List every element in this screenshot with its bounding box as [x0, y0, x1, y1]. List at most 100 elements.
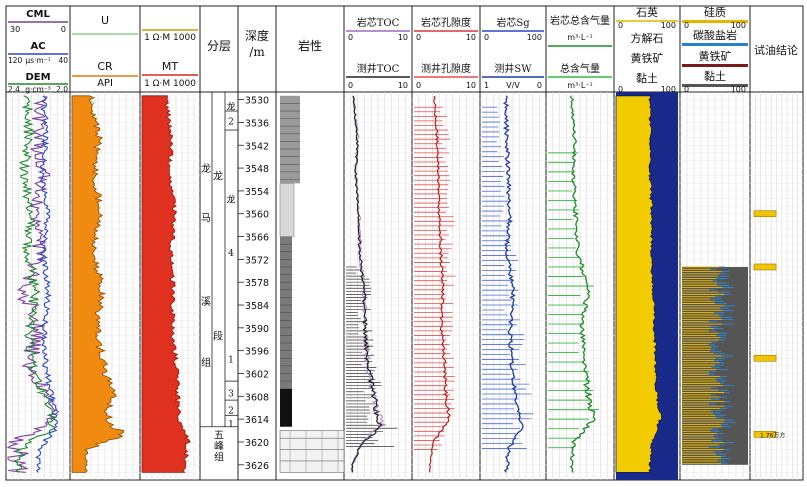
- strat-label-col1: 龙: [201, 162, 211, 175]
- strat-label-wufeng: 峰: [214, 441, 224, 453]
- depth-tick-label: 3626: [245, 461, 269, 472]
- gas-core-unit: m³·L⁻¹: [567, 33, 592, 42]
- depth-tick-label: 3578: [245, 278, 269, 289]
- por-core-max: 10: [466, 33, 476, 42]
- mineral2-b-bar: [682, 43, 748, 46]
- sw-log-min: 1: [484, 81, 489, 90]
- gas-log-label: 总含气量: [560, 62, 600, 75]
- dem-curve: [12, 95, 57, 473]
- litho-black-shale: [280, 388, 292, 427]
- por-core-label: 岩芯孔隙度: [421, 16, 471, 29]
- conclusion-gas-label: 1.76万方: [760, 431, 785, 439]
- u-label: U: [101, 14, 109, 27]
- depth-tick-label: 3584: [245, 301, 269, 312]
- gas-core-label: 岩芯总含气量: [550, 14, 610, 27]
- mineral-d-min: 0: [618, 85, 623, 94]
- strat-label-col1: 溪: [201, 296, 211, 308]
- strat-label-col2: 段: [213, 329, 223, 342]
- mineral2-clay-fill: [682, 266, 748, 465]
- dem-label: DEM: [25, 72, 50, 83]
- strat-label-col1: 马: [201, 213, 211, 225]
- conclusion-marker: [753, 431, 777, 438]
- mt-scale: 1 Ω·M 1000: [144, 79, 196, 89]
- toc-log-label: 测井TOC: [357, 62, 400, 75]
- por-log-max: 10: [466, 81, 476, 90]
- litho-header: 岩性: [298, 38, 322, 53]
- mineral2-d-bar: [682, 84, 748, 87]
- depth-tick-label: 3614: [245, 415, 269, 426]
- mineral2-b-label: 碳酸盐岩: [693, 28, 737, 42]
- depth-header-1: 深度: [245, 28, 269, 43]
- gas-log-curve: [569, 95, 596, 473]
- strat-label-col3: 龙: [226, 100, 235, 112]
- sw-log-label: 测井SW: [494, 62, 532, 75]
- ac-min: 120: [8, 56, 23, 65]
- conclusion-marker: [753, 263, 777, 271]
- strat-label-col1: 组: [201, 356, 211, 369]
- mineral2-a-bar: [682, 20, 748, 23]
- depth-tick-label: 3530: [245, 96, 269, 107]
- mineral-a-max: 100: [661, 21, 676, 30]
- mineral2-a-min: 0: [684, 21, 689, 30]
- depth-tick-label: 3602: [245, 369, 269, 380]
- mineral2-c-bar: [682, 64, 748, 67]
- conclusion-marker: [753, 210, 777, 218]
- sw-log-curve: [502, 95, 524, 473]
- depth-tick-label: 3620: [245, 438, 269, 449]
- mineral2-d-min: 0: [684, 85, 689, 94]
- ac-max: 40: [58, 56, 68, 65]
- mineral2-a-label: 硅质: [704, 6, 726, 19]
- mineral-quartz-fill: [615, 95, 663, 473]
- strat-label-col3: 2: [228, 118, 234, 128]
- toc-core-max: 10: [398, 33, 408, 42]
- depth-header-2: /m: [249, 45, 265, 59]
- strat-label-wufeng: 五: [214, 431, 224, 442]
- strat-label-col2: 龙: [213, 170, 223, 183]
- depth-tick-label: 3566: [245, 233, 269, 244]
- por-log-curve: [428, 95, 451, 473]
- depth-tick-label: 3590: [245, 324, 269, 335]
- cml-max: 0: [61, 25, 66, 34]
- mineral-b-label: 方解石: [631, 31, 664, 45]
- depth-tick-label: 3548: [245, 164, 269, 175]
- depth-tick-label: 3542: [245, 141, 269, 152]
- mineral2-d-max: 100: [731, 85, 746, 94]
- ac-unit: μs·m⁻¹: [25, 56, 50, 65]
- sw-log-unit: V/V: [506, 81, 520, 90]
- por-log-label: 测井孔隙度: [421, 62, 471, 75]
- sg-core-label: 岩芯Sg: [496, 16, 530, 29]
- depth-tick-label: 3560: [245, 210, 269, 221]
- mineral-d-label: 黏土: [636, 71, 658, 85]
- conclusion-header: 试油结论: [754, 43, 798, 57]
- mineral-c-label: 黄铁矿: [631, 51, 664, 65]
- sg-core-max: 100: [527, 33, 542, 42]
- toc-log-min: 0: [348, 81, 353, 90]
- mineral2-d-label: 黏土: [704, 69, 726, 83]
- por-core-min: 0: [416, 33, 421, 42]
- por-log-min: 0: [416, 81, 421, 90]
- cr-unit: API: [97, 78, 113, 89]
- sg-core-min: 0: [484, 33, 489, 42]
- strat-label-col3: 2: [228, 407, 234, 417]
- strat-label-col3: 1: [228, 420, 234, 430]
- gas-log-unit: m³·L⁻¹: [567, 81, 592, 90]
- toc-core-min: 0: [348, 33, 353, 42]
- strat-label-col3: 1: [228, 355, 234, 365]
- conclusion-marker: [753, 354, 777, 362]
- ac-label: AC: [30, 41, 45, 52]
- sw-log-max: 0: [537, 81, 542, 90]
- mt-label: MT: [162, 60, 178, 73]
- strat-label-col3: 3: [228, 390, 234, 400]
- depth-tick-label: 3554: [245, 187, 269, 198]
- mt-fill: [141, 95, 191, 473]
- rt-scale: 1 Ω·M 1000: [144, 33, 196, 43]
- litho-silty: [279, 183, 295, 237]
- mineral-d-max: 100: [661, 85, 676, 94]
- dem-min: 2.4: [8, 85, 20, 94]
- strat-header: 分层: [207, 39, 231, 53]
- cr-label: CR: [97, 60, 113, 73]
- dem-unit: g·cm⁻³: [25, 85, 51, 94]
- dem-max: 2.0: [56, 85, 68, 94]
